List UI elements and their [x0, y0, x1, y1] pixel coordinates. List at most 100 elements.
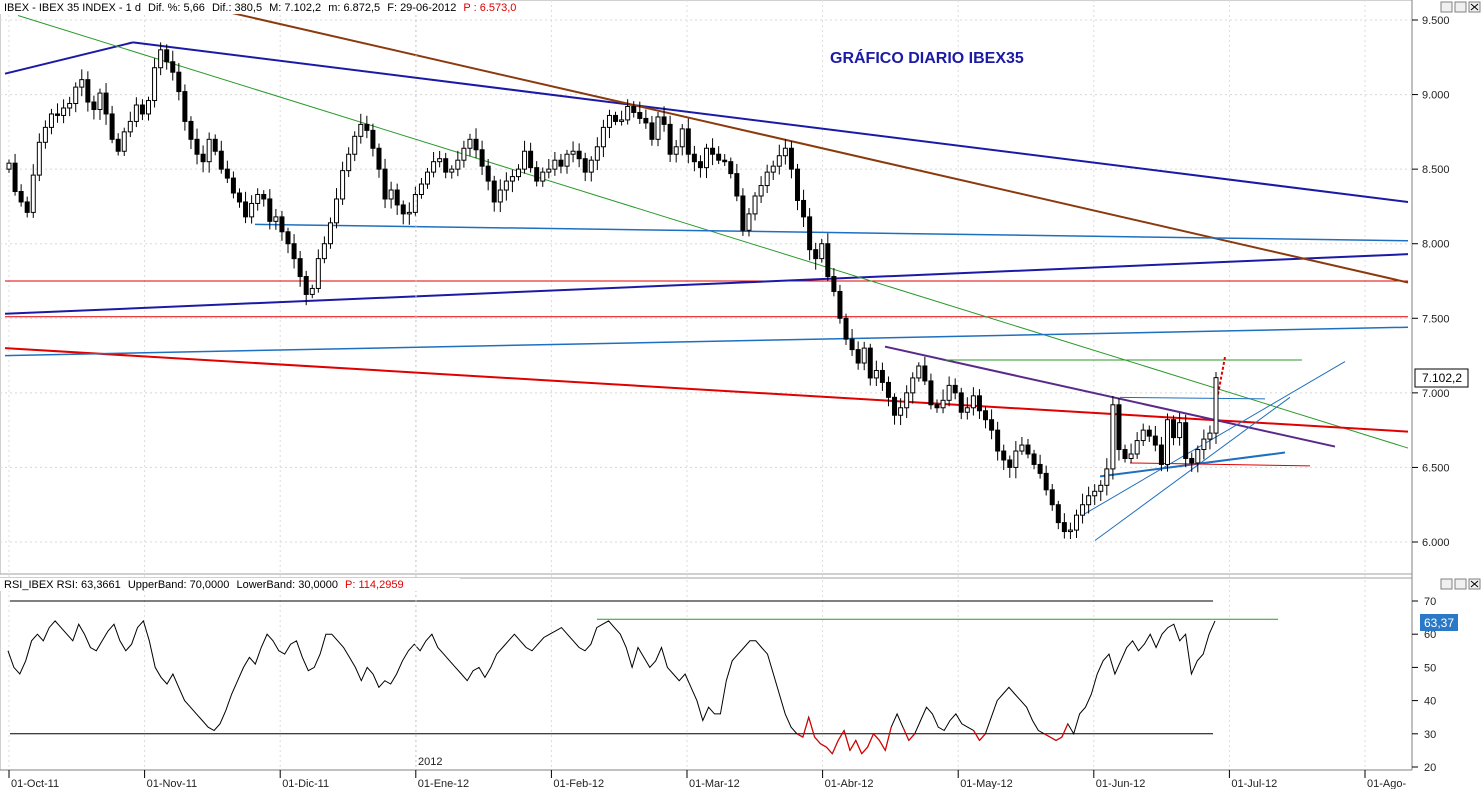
- rsi-window-buttons: [1440, 578, 1481, 590]
- candle-body: [297, 258, 303, 278]
- price-tick-label: 7.500: [1422, 313, 1450, 325]
- candle-body: [710, 147, 716, 155]
- month-tick-label: 01-Ene-12: [418, 778, 469, 789]
- candle-body: [461, 147, 467, 161]
- rsi-label: RSI_IBEX RSI: 63,3661: [4, 579, 121, 591]
- candle-body: [940, 399, 946, 409]
- candle-body: [801, 199, 807, 218]
- candle-body: [667, 123, 673, 155]
- candle-body: [928, 380, 934, 406]
- rsi-oversold-segment: [855, 740, 863, 754]
- rsi-tick-label: 70: [1424, 596, 1436, 608]
- candle-body: [515, 168, 521, 178]
- candle-body: [24, 201, 30, 213]
- candle-body: [970, 395, 976, 409]
- candle-body: [6, 162, 12, 170]
- candle-body: [1073, 514, 1079, 531]
- candle-body: [236, 192, 242, 203]
- candle-body: [534, 167, 540, 182]
- candle-body: [12, 162, 18, 193]
- candle-body: [649, 122, 655, 140]
- candle-body: [819, 243, 825, 260]
- candle-body: [103, 92, 109, 115]
- candle-body: [206, 138, 212, 163]
- candle-body: [704, 147, 710, 169]
- rsi-minimize-button[interactable]: [1440, 578, 1453, 590]
- year-marker: 2012: [418, 756, 442, 768]
- candle-body: [904, 392, 910, 409]
- candle-body: [1007, 459, 1013, 468]
- candle-body: [327, 222, 333, 245]
- trendline-navy-upleg: [4, 41, 134, 75]
- last-price-box: [1414, 368, 1469, 388]
- candle-body: [1116, 404, 1122, 451]
- candle-body: [346, 153, 352, 172]
- candle-body: [479, 149, 485, 167]
- maximize-button[interactable]: [1454, 1, 1467, 13]
- candle-body: [1055, 504, 1061, 524]
- candle-body: [679, 128, 685, 148]
- rsi-maximize-button[interactable]: [1454, 578, 1467, 590]
- rsi-oversold-segment: [825, 746, 833, 755]
- candle-body: [224, 168, 230, 179]
- candle-body: [855, 349, 861, 364]
- candle-body: [497, 189, 503, 203]
- candle-body: [1025, 444, 1031, 455]
- candle-body: [570, 150, 576, 155]
- candle-body: [1031, 453, 1037, 465]
- candle-body: [158, 49, 164, 69]
- candle-body: [376, 147, 382, 170]
- price-tick-label: 8.500: [1422, 164, 1450, 176]
- trendline-navy-lower: [4, 253, 1409, 315]
- rsi-oversold-segment: [908, 733, 916, 741]
- candle-body: [358, 123, 364, 137]
- candle-body: [309, 287, 315, 295]
- candle-body: [1158, 444, 1164, 465]
- header-symbol: IBEX - IBEX 35 INDEX - 1 d: [4, 2, 141, 14]
- candle-body: [449, 168, 455, 173]
- candle-body: [1043, 472, 1049, 491]
- candle-body: [734, 173, 740, 197]
- candle-body: [776, 155, 782, 167]
- minimize-button[interactable]: [1440, 1, 1453, 13]
- candle-body: [794, 168, 800, 201]
- candle-body: [261, 193, 267, 200]
- candle-body: [61, 107, 67, 116]
- candle-body: [85, 79, 91, 103]
- candle-body: [1189, 457, 1195, 464]
- rsi-oversold-segment: [867, 733, 875, 748]
- candle-body: [218, 150, 224, 170]
- rsi-p: P: 114,2959: [345, 579, 404, 591]
- candle-body: [1061, 522, 1067, 533]
- candle-body: [79, 79, 85, 88]
- candle-body: [964, 407, 970, 413]
- candle-body: [321, 243, 327, 260]
- rsi-close-icon: [1470, 580, 1479, 588]
- month-tick-label: 01-Jul-12: [1231, 778, 1277, 789]
- rsi-oversold-segment: [820, 743, 827, 748]
- last-rsi-label: 63,37: [1424, 616, 1454, 630]
- candle-body: [352, 135, 358, 155]
- last-price-label: 7.102,2: [1422, 371, 1462, 385]
- month-tick-label: 01-Feb-12: [553, 778, 604, 789]
- candle-body: [1207, 432, 1213, 440]
- candle-body: [643, 117, 649, 124]
- price-tick-label: 9.500: [1422, 15, 1450, 27]
- candle-body: [18, 191, 24, 203]
- candle-body: [394, 189, 400, 206]
- candle-body: [764, 171, 770, 187]
- candle-body: [170, 61, 176, 73]
- candle-body: [770, 165, 776, 173]
- candle-body: [55, 113, 61, 116]
- candle-body: [606, 114, 612, 128]
- candle-body: [582, 158, 588, 173]
- candle-body: [255, 193, 261, 204]
- candle-body: [418, 183, 424, 195]
- candle-body: [291, 243, 297, 260]
- candle-body: [1104, 468, 1110, 486]
- candle-body: [503, 180, 509, 191]
- candle-body: [91, 101, 97, 110]
- candle-body: [892, 396, 898, 416]
- candle-body: [631, 106, 637, 113]
- candle-body: [1195, 449, 1201, 464]
